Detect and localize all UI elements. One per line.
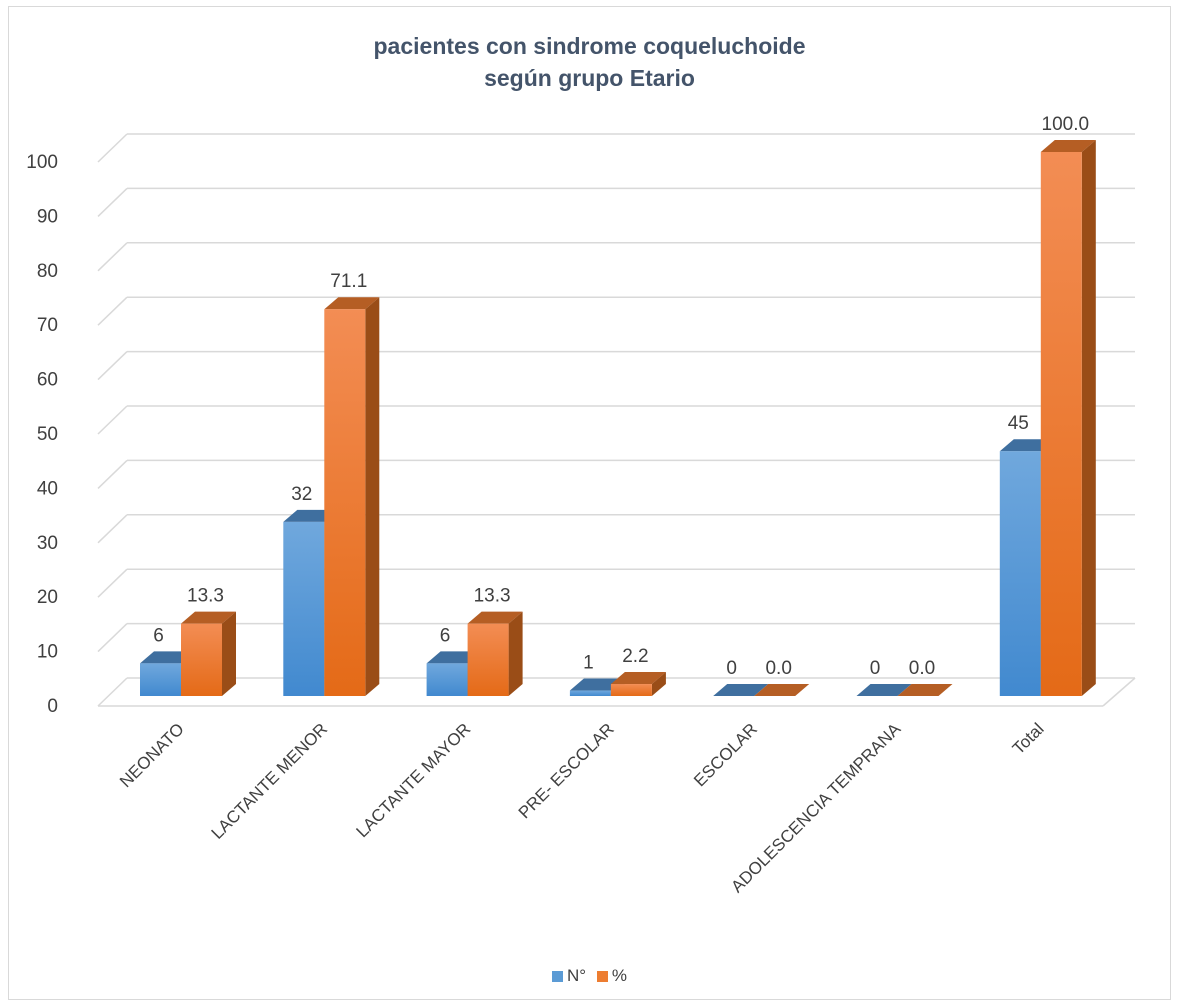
- chart-title: pacientes con sindrome coqueluchoide seg…: [0, 30, 1179, 94]
- gridline-60: [97, 350, 1135, 381]
- bar-percent-3: [610, 672, 666, 696]
- gridline-80: [97, 242, 1135, 272]
- bar-n-5: [856, 684, 912, 696]
- bar-percent-1: [324, 297, 380, 696]
- chart-title-line-1: pacientes con sindrome coqueluchoide: [373, 33, 806, 59]
- gridline-90: [97, 187, 1135, 217]
- category-label: PRE- ESCOLAR: [515, 719, 618, 822]
- y-tick-label: 90: [37, 206, 58, 227]
- gridline-20: [97, 568, 1135, 598]
- bar-percent-6: [1040, 140, 1096, 696]
- gridline-50: [97, 405, 1135, 435]
- y-tick-label: 50: [37, 424, 58, 445]
- legend-label-percent: %: [611, 966, 627, 985]
- bar-percent-2: [467, 611, 523, 696]
- y-tick-label: 0: [47, 696, 58, 717]
- data-label: 71.1: [330, 271, 367, 292]
- gridline-30: [97, 514, 1135, 544]
- data-label: 1: [583, 653, 594, 674]
- legend: N° %: [0, 966, 1179, 987]
- chart-frame: [8, 6, 1171, 1000]
- data-label: 0: [870, 658, 881, 679]
- data-label: 0.0: [765, 658, 791, 679]
- bar-percent-4: [754, 684, 810, 696]
- y-tick-label: 60: [37, 370, 58, 391]
- data-label: 32: [291, 484, 312, 505]
- label-layer: 6 13.3 NEONATO 32 71.1 LACTANTE MENOR 6 13.3 LAC…: [116, 114, 1089, 896]
- bar-percent-5: [897, 684, 953, 696]
- gridline-70: [97, 296, 1135, 326]
- legend-swatch-n: [552, 970, 564, 982]
- category-label: LACTANTE MENOR: [208, 719, 331, 842]
- floor-right-edge: [1102, 677, 1136, 707]
- gridline-10: [97, 622, 1135, 653]
- legend-item-percent: %: [596, 966, 627, 986]
- chart-title-line-2: según grupo Etario: [484, 65, 695, 91]
- y-tick-label: 40: [37, 478, 58, 499]
- y-tick-label: 30: [37, 533, 58, 554]
- data-label: 0: [726, 658, 737, 679]
- data-label: 0.0: [909, 658, 935, 679]
- data-label: 6: [440, 625, 451, 646]
- gridline-100: [97, 133, 1135, 163]
- y-tick-label: 10: [37, 642, 58, 663]
- bar-percent-0: [181, 611, 236, 696]
- y-tick-label: 20: [37, 587, 58, 608]
- data-label: 13.3: [187, 586, 224, 607]
- data-label: 45: [1008, 413, 1029, 434]
- y-tick-label: 70: [37, 315, 58, 336]
- y-tick-label: 100: [26, 152, 58, 173]
- gridline-40: [97, 459, 1135, 489]
- data-label: 2.2: [622, 646, 648, 667]
- data-label: 13.3: [474, 586, 511, 607]
- legend-label-n: N°: [567, 966, 587, 985]
- legend-item-n: N°: [552, 966, 586, 986]
- bar-n-4: [713, 684, 769, 696]
- data-label: 100.0: [1042, 114, 1090, 135]
- data-label: 6: [153, 625, 164, 646]
- bar-layer: [140, 140, 1096, 696]
- category-label: LACTANTE MAYOR: [353, 719, 475, 841]
- grid-layer: [97, 133, 1135, 707]
- category-label: ESCOLAR: [690, 719, 761, 790]
- category-label: NEONATO: [116, 719, 188, 791]
- category-label: Total: [1009, 719, 1048, 758]
- category-label: ADOLESCENCIA TEMPRANA: [727, 719, 904, 896]
- y-tick-label: 80: [37, 261, 58, 282]
- legend-swatch-percent: [596, 970, 608, 982]
